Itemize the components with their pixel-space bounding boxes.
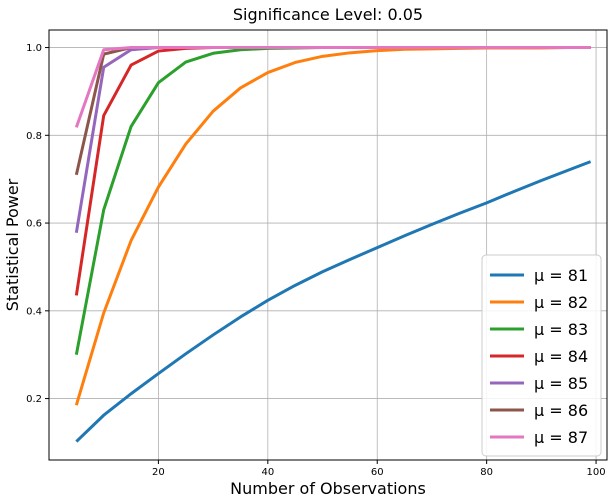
axis-ticks: 20 40 60 80 100 0.2 0.4 0.6 0.8 1.0 xyxy=(26,43,606,478)
legend-label: μ = 81 xyxy=(534,266,588,285)
x-axis-label: Number of Observations xyxy=(230,479,426,498)
y-tick-label: 0.2 xyxy=(26,394,42,405)
x-tick-label: 80 xyxy=(480,467,493,478)
y-tick-label: 0.4 xyxy=(26,306,42,317)
y-tick-label: 1.0 xyxy=(26,43,42,54)
chart-title: Significance Level: 0.05 xyxy=(233,5,423,24)
series-line-7 xyxy=(74,46,591,128)
y-tick-label: 0.6 xyxy=(26,219,42,230)
series-lines xyxy=(74,46,592,443)
legend-label: μ = 82 xyxy=(534,293,588,312)
y-tick-label: 0.8 xyxy=(26,131,42,142)
legend-label: μ = 87 xyxy=(534,428,588,447)
y-axis-label: Statistical Power xyxy=(3,178,22,311)
x-tick-label: 60 xyxy=(371,467,384,478)
legend-label: μ = 86 xyxy=(534,401,588,420)
legend-label: μ = 83 xyxy=(534,320,588,339)
series-line-1 xyxy=(75,160,592,443)
legend-box xyxy=(481,254,602,457)
legend-label: μ = 85 xyxy=(534,374,588,393)
legend: μ = 81 μ = 82 μ = 83 μ = 84 μ = 85 μ = 86 μ = … xyxy=(481,254,602,457)
plot-frame xyxy=(48,29,608,461)
x-tick-label: 100 xyxy=(587,467,606,478)
x-tick-label: 20 xyxy=(152,467,165,478)
legend-label: μ = 84 xyxy=(534,347,588,366)
x-tick-label: 40 xyxy=(261,467,274,478)
